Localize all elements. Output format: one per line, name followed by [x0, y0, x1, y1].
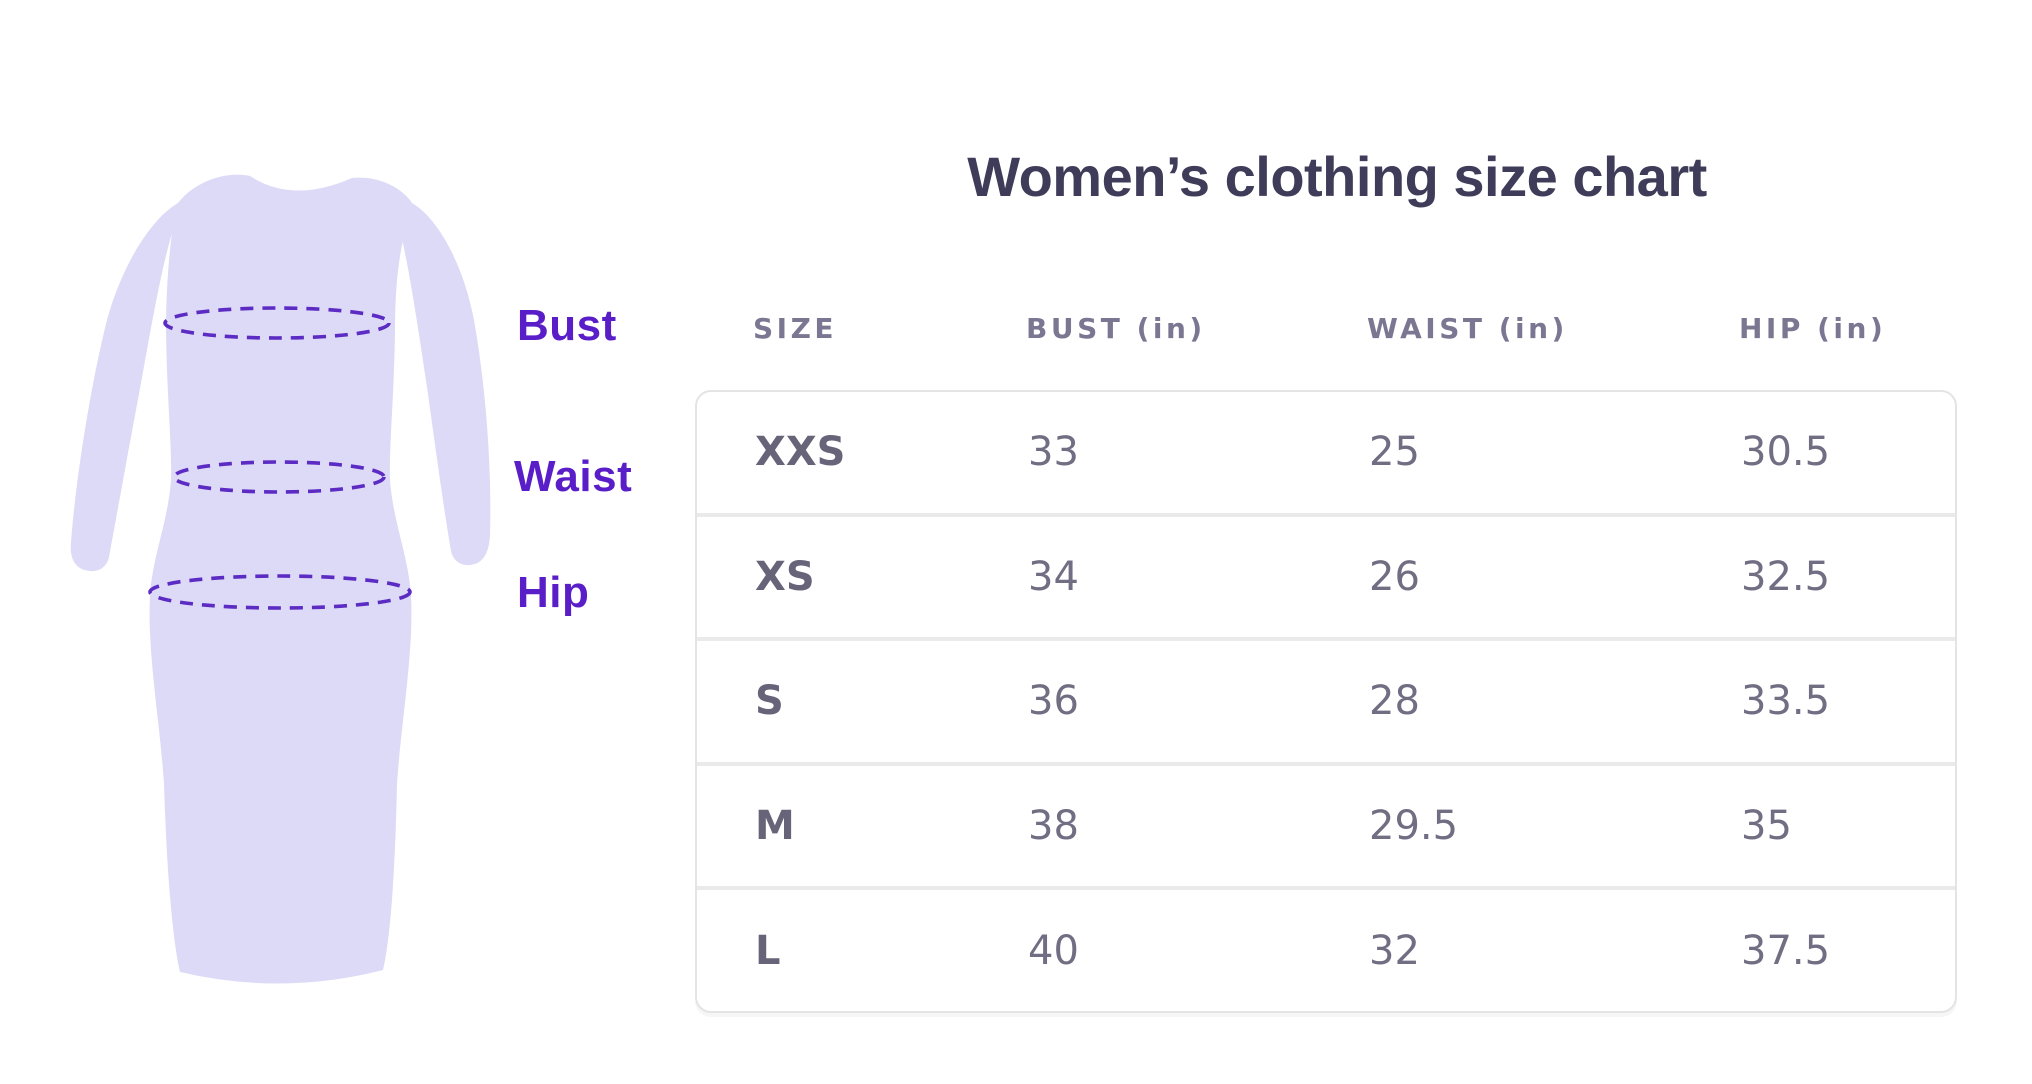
dress-illustration: [70, 174, 491, 984]
waist-measurement-line: [172, 460, 386, 494]
table-row: XXS 33 25 30.5: [697, 392, 1955, 513]
col-header-size: SIZE: [753, 312, 838, 345]
hip-cell: 30.5: [1741, 429, 1831, 476]
size-cell: S: [755, 678, 784, 725]
table-row: M 38 29.5 35: [697, 761, 1955, 887]
table-header: SIZE BUST (in) WAIST (in) HIP (in): [695, 312, 1957, 345]
col-header-hip: HIP (in): [1739, 312, 1887, 345]
waist-cell: 26: [1369, 553, 1420, 600]
bust-cell: 34: [1028, 553, 1079, 600]
hip-cell: 35: [1741, 803, 1792, 850]
bust-cell: 40: [1028, 927, 1079, 974]
hip-cell: 37.5: [1741, 927, 1831, 974]
size-table: XXS 33 25 30.5 XS 34 26 32.5 S 36 28 33.…: [695, 390, 1957, 1013]
size-cell: XS: [755, 553, 815, 600]
dress-body-shape: [149, 174, 414, 984]
waist-cell: 28: [1369, 678, 1420, 725]
bust-cell: 33: [1028, 429, 1079, 476]
table-row: L 40 32 37.5: [697, 886, 1955, 1011]
dress-right-sleeve: [400, 202, 491, 566]
waist-cell: 25: [1369, 429, 1420, 476]
table-row: XS 34 26 32.5: [697, 512, 1955, 638]
table-row: S 36 28 33.5: [697, 637, 1955, 762]
bust-cell: 38: [1028, 803, 1079, 850]
hip-measurement-line: [148, 574, 412, 610]
col-header-waist: WAIST (in): [1367, 312, 1568, 345]
bust-label: Bust: [517, 301, 617, 350]
size-cell: XXS: [755, 429, 846, 476]
size-cell: L: [755, 927, 781, 974]
waist-cell: 32: [1369, 927, 1420, 974]
hip-cell: 33.5: [1741, 678, 1831, 725]
col-header-bust: BUST (in): [1026, 312, 1206, 345]
hip-cell: 32.5: [1741, 553, 1831, 600]
bust-measurement-line: [163, 306, 391, 340]
waist-label: Waist: [514, 452, 633, 501]
hip-label: Hip: [517, 568, 590, 617]
waist-cell: 29.5: [1369, 803, 1459, 850]
bust-cell: 36: [1028, 678, 1079, 725]
dress-left-sleeve: [70, 202, 180, 572]
size-cell: M: [755, 803, 795, 850]
page-title: Women’s clothing size chart: [967, 145, 1707, 208]
